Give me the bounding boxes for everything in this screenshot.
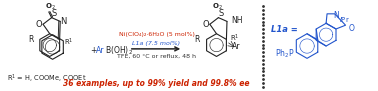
Text: L1a =: L1a = — [271, 25, 297, 34]
Text: $i$Pr: $i$Pr — [339, 15, 350, 24]
Text: B(OH)$_2$: B(OH)$_2$ — [105, 44, 133, 57]
Text: Ni(ClO₄)₂·6H₂O (5 mol%): Ni(ClO₄)₂·6H₂O (5 mol%) — [119, 32, 194, 37]
Text: Ar: Ar — [232, 42, 241, 52]
Text: O$_2$: O$_2$ — [45, 2, 56, 12]
Text: O: O — [349, 24, 354, 33]
Text: O$_2$: O$_2$ — [212, 2, 223, 12]
Text: R$^1$: R$^1$ — [64, 37, 74, 48]
Text: N: N — [60, 17, 66, 26]
Text: 36 examples, up to 99% yield and 99.8% ee: 36 examples, up to 99% yield and 99.8% e… — [63, 79, 250, 88]
Text: L1a (7.5 mol%): L1a (7.5 mol%) — [132, 41, 181, 46]
Text: NH: NH — [231, 16, 242, 25]
Text: O: O — [36, 20, 43, 29]
Text: +: + — [91, 46, 99, 55]
Text: S: S — [218, 9, 224, 18]
Text: TFE, 60 °C or reflux, 48 h: TFE, 60 °C or reflux, 48 h — [117, 54, 196, 59]
Text: N: N — [333, 11, 339, 20]
Text: S: S — [52, 9, 57, 18]
Text: R: R — [28, 35, 33, 44]
Text: Ph$_2$P: Ph$_2$P — [275, 48, 294, 60]
Text: O: O — [203, 20, 209, 29]
Text: Ar: Ar — [96, 46, 105, 55]
Text: R$^1$ = H, COOMe, COOEt: R$^1$ = H, COOMe, COOEt — [7, 73, 87, 85]
Text: R: R — [195, 35, 200, 44]
Text: R$^1$: R$^1$ — [230, 33, 240, 44]
